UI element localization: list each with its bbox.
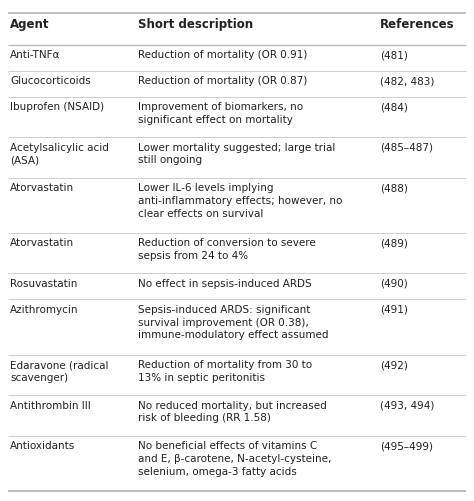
Text: Edaravone (radical
scavenger): Edaravone (radical scavenger) <box>10 359 109 382</box>
Text: Reduction of mortality (OR 0.87): Reduction of mortality (OR 0.87) <box>138 76 307 86</box>
Text: (482, 483): (482, 483) <box>380 76 434 86</box>
Text: Azithromycin: Azithromycin <box>10 304 79 314</box>
Text: Acetylsalicylic acid
(ASA): Acetylsalicylic acid (ASA) <box>10 142 109 165</box>
Text: Agent: Agent <box>10 18 49 31</box>
Text: Antioxidants: Antioxidants <box>10 440 75 450</box>
Text: Improvement of biomarkers, no
significant effect on mortality: Improvement of biomarkers, no significan… <box>138 102 303 125</box>
Text: Glucocorticoids: Glucocorticoids <box>10 76 91 86</box>
Text: Reduction of mortality from 30 to
13% in septic peritonitis: Reduction of mortality from 30 to 13% in… <box>138 359 312 382</box>
Text: (488): (488) <box>380 183 408 193</box>
Text: Lower mortality suggested; large trial
still ongoing: Lower mortality suggested; large trial s… <box>138 142 336 165</box>
Text: (491): (491) <box>380 304 408 314</box>
Text: (481): (481) <box>380 51 408 61</box>
Text: No effect in sepsis-induced ARDS: No effect in sepsis-induced ARDS <box>138 279 311 289</box>
Text: (490): (490) <box>380 279 408 289</box>
Text: References: References <box>380 18 455 31</box>
Text: (484): (484) <box>380 102 408 112</box>
Text: Atorvastatin: Atorvastatin <box>10 238 74 248</box>
Text: Short description: Short description <box>138 18 253 31</box>
Text: (493, 494): (493, 494) <box>380 400 434 410</box>
Text: Sepsis-induced ARDS: significant
survival improvement (OR 0.38),
immune-modulato: Sepsis-induced ARDS: significant surviva… <box>138 304 328 340</box>
Text: (485–487): (485–487) <box>380 142 433 152</box>
Text: Ibuprofen (NSAID): Ibuprofen (NSAID) <box>10 102 104 112</box>
Text: No beneficial effects of vitamins C
and E, β-carotene, N-acetyl-cysteine,
seleni: No beneficial effects of vitamins C and … <box>138 440 331 476</box>
Text: Rosuvastatin: Rosuvastatin <box>10 279 77 289</box>
Text: Lower IL-6 levels implying
anti-inflammatory effects; however, no
clear effects : Lower IL-6 levels implying anti-inflamma… <box>138 183 342 218</box>
Text: Antithrombin III: Antithrombin III <box>10 400 91 410</box>
Text: No reduced mortality, but increased
risk of bleeding (RR 1.58): No reduced mortality, but increased risk… <box>138 400 327 422</box>
Text: Anti-TNFα: Anti-TNFα <box>10 51 60 61</box>
Text: Reduction of mortality (OR 0.91): Reduction of mortality (OR 0.91) <box>138 51 307 61</box>
Text: Atorvastatin: Atorvastatin <box>10 183 74 193</box>
Text: (495–499): (495–499) <box>380 440 433 450</box>
Text: (492): (492) <box>380 359 408 369</box>
Text: (489): (489) <box>380 238 408 248</box>
Text: Reduction of conversion to severe
sepsis from 24 to 4%: Reduction of conversion to severe sepsis… <box>138 238 316 261</box>
